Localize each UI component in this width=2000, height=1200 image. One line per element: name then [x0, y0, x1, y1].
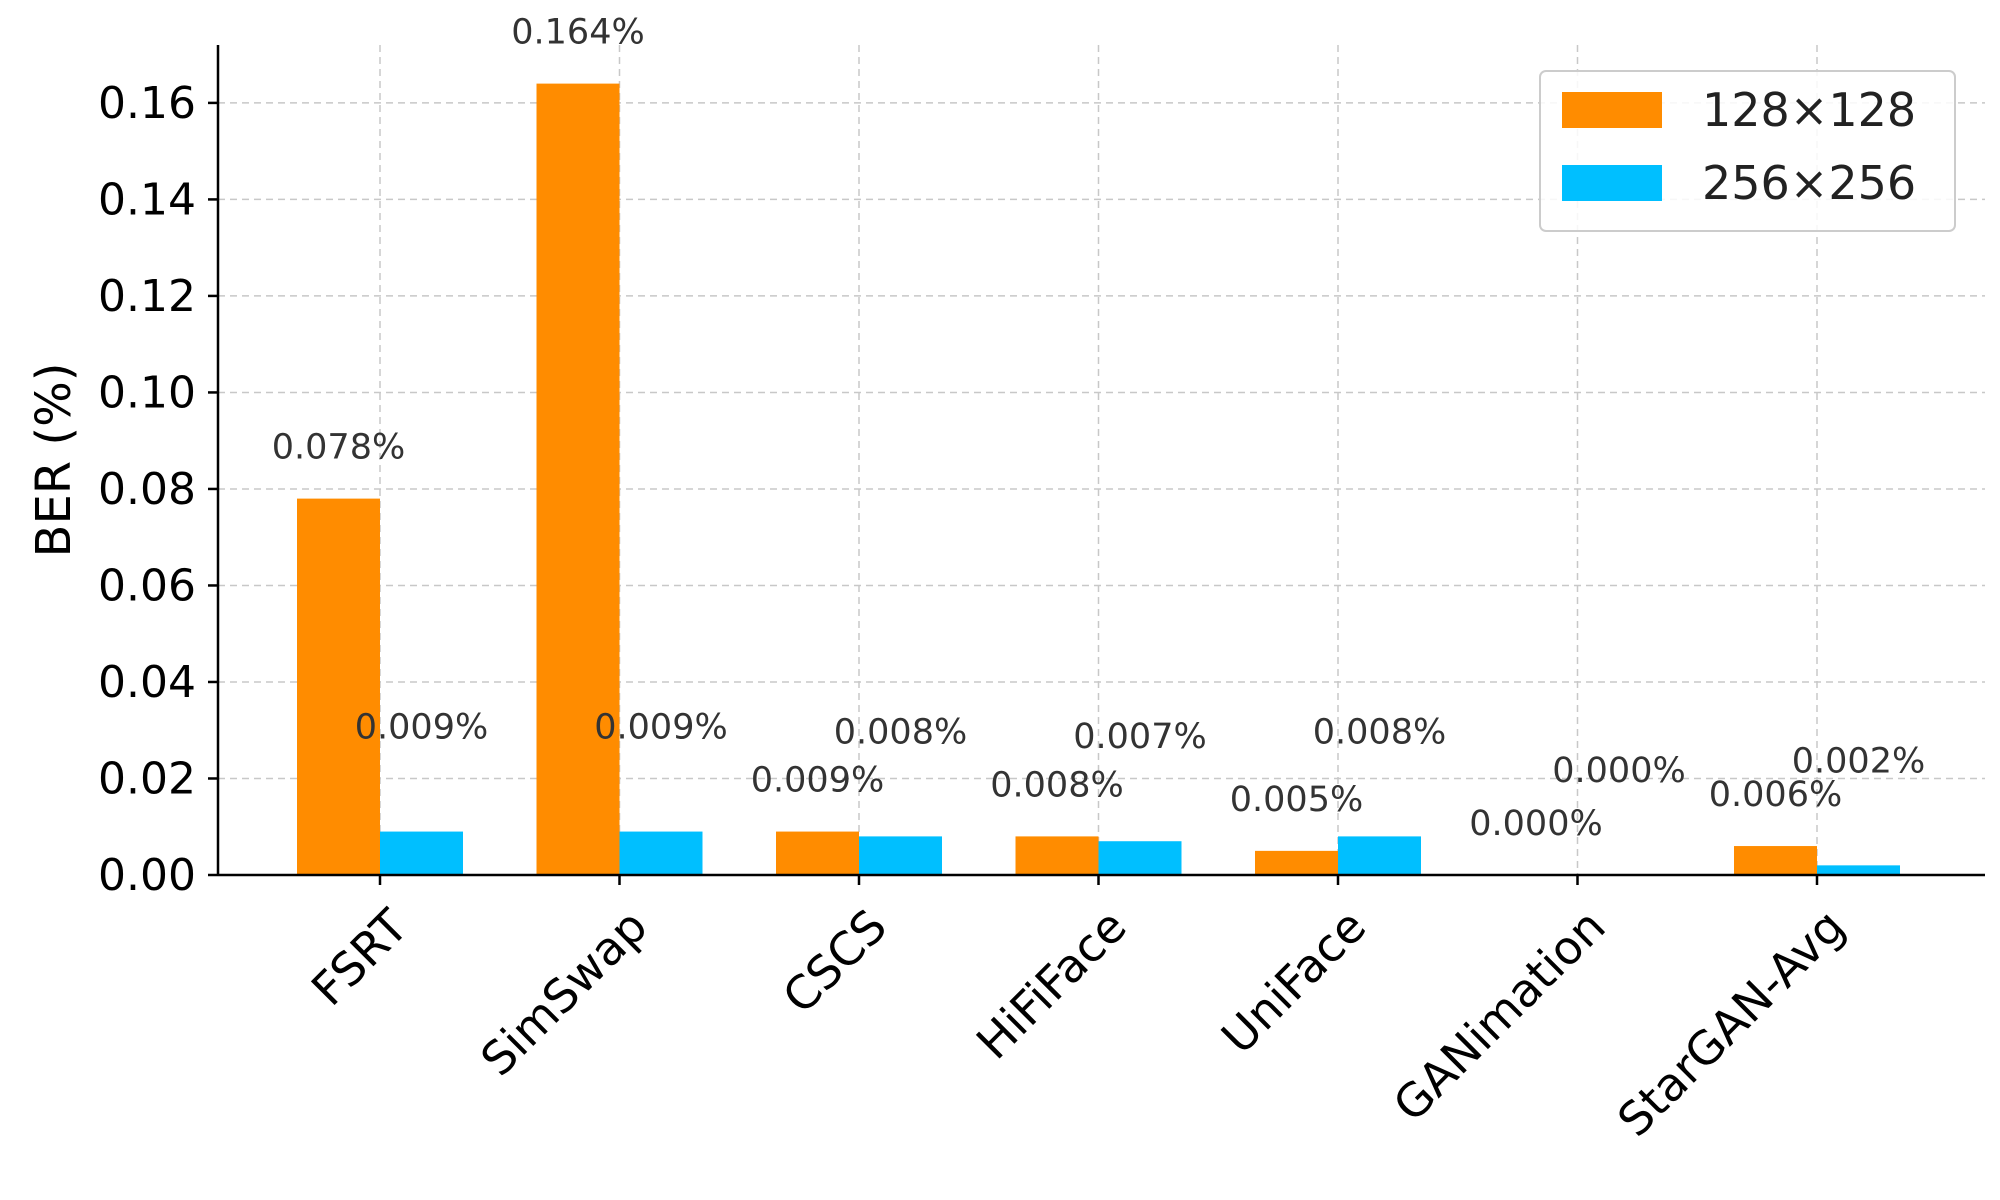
legend: 128×128 256×256 [1539, 70, 1956, 232]
legend-swatch [1562, 165, 1662, 201]
y-tick-label: 0.12 [98, 271, 196, 322]
bar-series-2 [1338, 836, 1421, 875]
data-label: 0.000% [1552, 751, 1685, 791]
y-tick-label: 0.10 [98, 367, 196, 418]
bar-series-2 [859, 836, 942, 875]
data-label: 0.008% [1313, 712, 1446, 752]
x-category-label: CSCS [772, 899, 897, 1024]
data-label: 0.000% [1469, 804, 1602, 844]
x-category-label: SimSwap [470, 899, 657, 1086]
y-tick-label: 0.16 [98, 78, 196, 129]
bar-series-1 [1255, 850, 1338, 875]
bar-series-2 [1098, 841, 1182, 875]
data-label: 0.009% [355, 708, 488, 748]
y-tick-label: 0.02 [98, 753, 196, 804]
y-tick-label: 0.00 [98, 850, 196, 901]
x-category-label: FSRT [301, 898, 419, 1016]
x-category-label: UniFace [1211, 899, 1376, 1064]
bar-series-1 [776, 831, 859, 875]
data-label: 0.006% [1709, 775, 1842, 815]
y-axis-title: BER (%) [26, 363, 82, 558]
data-label: 0.002% [1792, 741, 1925, 781]
legend-label: 256×256 [1702, 156, 1916, 210]
x-category-label: GANimation [1383, 899, 1616, 1132]
legend-swatch [1562, 92, 1662, 128]
data-label: 0.008% [834, 712, 967, 752]
bar-series-2 [380, 831, 463, 875]
data-label: 0.007% [1073, 717, 1206, 757]
bar-series-1 [1015, 836, 1099, 875]
data-label: 0.009% [751, 761, 884, 801]
data-label: 0.005% [1230, 780, 1363, 820]
data-label: 0.009% [594, 708, 727, 748]
y-tick-label: 0.06 [98, 560, 196, 611]
y-tick-label: 0.08 [98, 464, 196, 515]
grid [218, 45, 1985, 875]
data-label: 0.164% [511, 13, 644, 53]
bar-series-1 [297, 498, 380, 875]
x-category-label: StarGAN-Avg [1607, 899, 1855, 1147]
legend-label: 128×128 [1702, 83, 1916, 137]
bar-series-1 [1734, 846, 1817, 875]
data-labels: 0.078% 0.164% 0.009% 0.008% 0.005% 0.000% 0.00… [272, 13, 1925, 844]
bars [297, 83, 1900, 875]
data-label: 0.008% [990, 765, 1123, 805]
bar-series-2 [1817, 865, 1900, 875]
y-tick-label: 0.14 [98, 174, 196, 225]
data-label: 0.078% [272, 428, 405, 468]
y-tick-label: 0.04 [98, 657, 196, 708]
x-category-label: HiFiFace [966, 899, 1137, 1070]
bar-series-1 [536, 83, 620, 875]
bar-series-2 [619, 831, 703, 875]
